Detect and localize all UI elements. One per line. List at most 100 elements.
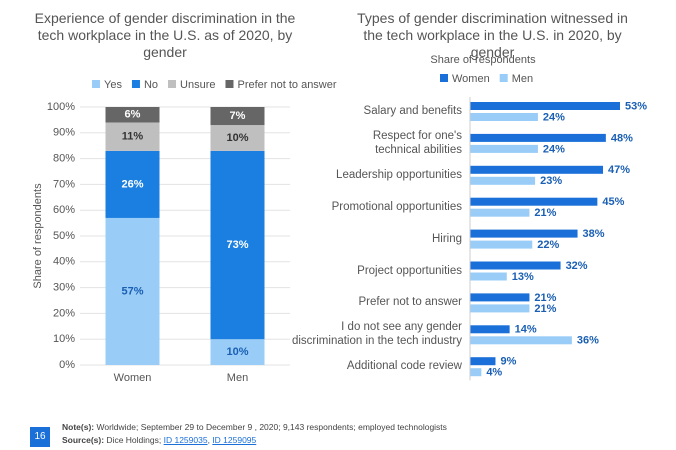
y-tick-label: 100%: [47, 101, 75, 113]
value-label: 13%: [512, 271, 534, 283]
y-tick-label: 90%: [53, 127, 75, 139]
bar: [470, 113, 538, 121]
legend-label: Prefer not to answer: [237, 79, 336, 91]
value-label: 57%: [121, 285, 143, 297]
category-label: Additional code review: [346, 360, 462, 373]
bar: [470, 357, 496, 366]
y-tick-label: 0%: [59, 359, 75, 371]
bar: [470, 240, 533, 249]
value-label: 22%: [537, 239, 559, 251]
legend-swatch: [168, 80, 177, 88]
legend-swatch: [440, 74, 448, 82]
value-label: 21%: [534, 292, 556, 304]
bar: [470, 261, 561, 270]
y-tick-label: 70%: [53, 178, 75, 190]
subtitle: Share of respondents: [430, 54, 536, 66]
bar: [470, 336, 572, 345]
bar: [470, 325, 510, 334]
bar: [470, 144, 538, 153]
value-label: 4%: [486, 367, 502, 379]
bar-segment: [105, 150, 160, 218]
legend-swatch: [499, 74, 508, 82]
value-label: 47%: [608, 164, 630, 176]
y-tick-label: 20%: [53, 307, 75, 319]
value-label: 11%: [122, 131, 144, 143]
legend-label: Unsure: [180, 79, 215, 91]
note-label: Note(s):: [62, 422, 95, 432]
legend-label: Women: [452, 73, 490, 85]
value-label: 45%: [602, 196, 624, 208]
bar: [470, 272, 507, 281]
legend-label: Men: [512, 73, 533, 85]
source-label: Source(s):: [62, 435, 105, 445]
x-tick-label: Women: [114, 372, 152, 384]
bar: [470, 165, 604, 174]
y-tick-label: 50%: [53, 230, 75, 242]
legend-swatch: [225, 80, 234, 88]
source-link[interactable]: ID 1259035: [163, 435, 208, 445]
bar: [470, 133, 606, 142]
category-label: Salary and benefits: [363, 105, 462, 117]
value-label: 10%: [226, 132, 248, 144]
y-tick-label: 80%: [53, 153, 75, 165]
source-text: Dice Holdings;: [106, 435, 162, 445]
bar: [470, 229, 578, 238]
bar-segment: [210, 339, 265, 365]
value-label: 21%: [534, 207, 556, 219]
source: Source(s): Dice Holdings; ID 1259035, ID…: [62, 435, 257, 445]
chart-title: Experience of gender discrimination in t…: [34, 10, 296, 60]
source-link[interactable]: ID 1259095: [212, 435, 257, 445]
value-label: 38%: [583, 228, 605, 240]
chart-title: Types of gender discrimination witnessed…: [357, 10, 628, 60]
category-label: Leadership opportunities: [336, 168, 462, 181]
value-label: 7%: [230, 110, 246, 122]
category-label: Project opportunities: [357, 264, 462, 277]
category-label: Respect for one's technical abilities: [372, 129, 462, 156]
value-label: 32%: [566, 260, 588, 272]
bar-segment: [210, 107, 265, 126]
legend-label: No: [144, 79, 158, 91]
bar-segment: [105, 122, 160, 151]
bar: [470, 176, 536, 185]
category-label: Hiring: [431, 232, 462, 245]
value-label: 21%: [534, 303, 556, 315]
x-tick-label: Men: [227, 372, 248, 384]
legend-swatch: [131, 80, 140, 88]
bar-segment: [105, 107, 160, 123]
category-label: I do not see any gender discrimination i…: [291, 321, 462, 348]
y-tick-label: 40%: [53, 256, 75, 268]
value-label: 24%: [543, 143, 565, 155]
legend-label: Yes: [104, 79, 122, 91]
bar: [470, 102, 620, 110]
bar: [470, 208, 530, 217]
category-label: Promotional opportunities: [331, 200, 462, 213]
y-tick-label: 10%: [53, 333, 75, 345]
bar-segment: [210, 125, 265, 151]
value-label: 73%: [226, 239, 248, 251]
value-label: 24%: [543, 111, 565, 123]
page-number: 16: [30, 427, 50, 447]
y-tick-label: 60%: [53, 204, 75, 216]
bar-segment: [210, 150, 265, 340]
note: Note(s): Worldwide; September 29 to Dece…: [62, 422, 447, 432]
bar: [470, 293, 530, 302]
value-label: 26%: [121, 178, 143, 190]
value-label: 10%: [226, 346, 248, 358]
value-label: 48%: [611, 132, 633, 144]
y-axis-title: Share of respondents: [32, 183, 44, 289]
value-label: 23%: [540, 175, 562, 187]
category-label: Prefer not to answer: [358, 296, 462, 309]
value-label: 6%: [125, 109, 141, 121]
bar: [470, 197, 598, 206]
value-label: 9%: [500, 356, 516, 368]
y-tick-label: 30%: [53, 282, 75, 294]
bar: [470, 368, 482, 377]
legend-swatch: [92, 80, 100, 88]
value-label: 14%: [515, 324, 537, 336]
bar-segment: [105, 217, 160, 365]
value-label: 53%: [625, 100, 647, 112]
note-text: Worldwide; September 29 to December 9 , …: [96, 422, 447, 432]
value-label: 36%: [577, 335, 599, 347]
